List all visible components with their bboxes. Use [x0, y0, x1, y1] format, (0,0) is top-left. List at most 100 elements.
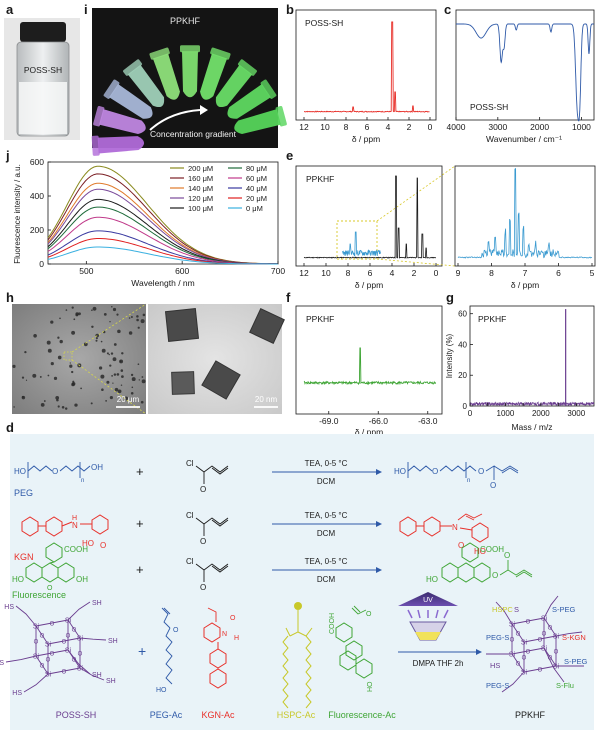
tube-liquid: [99, 109, 146, 135]
fluor-frame: [47, 161, 279, 265]
vial-cap: [20, 22, 66, 42]
legend-label: 160 μM: [188, 174, 213, 183]
cage-silicon: Si: [553, 664, 560, 671]
tem-crystal: [249, 308, 285, 344]
peg-brackets: [27, 462, 81, 478]
cage-bond: [511, 623, 525, 643]
flu-product-acrylate: [499, 560, 533, 578]
sem-particle: [65, 309, 68, 311]
panel-d: d HO O n OH PEG + Cl O TEA, 0-5 °C DCM H…: [0, 420, 594, 730]
conditions-bottom: DCM: [317, 575, 336, 584]
sem-particle: [71, 330, 76, 335]
panel-h: h 20 μm 20 nm: [6, 290, 285, 415]
peg-ac-o: O: [173, 627, 179, 634]
mass-xtick-label: 0: [468, 409, 473, 418]
cage-bond: [511, 653, 525, 673]
kgn-ac-h: H: [234, 635, 239, 642]
conditions-top: TEA, 0-5 °C: [305, 511, 348, 520]
poss-cage: OOOOOOOOOOOOSiSiSiSiSiSiSiSiHSSHSHHSSHHS…: [0, 600, 118, 697]
fluor-line: [47, 246, 278, 265]
sem-particle: [57, 336, 60, 339]
nmr-b-tick-label: 6: [365, 122, 370, 132]
nmr-f-frame: [295, 305, 443, 415]
cage-silicon: Si: [77, 636, 84, 643]
sem-particle: [119, 360, 122, 363]
sem-particle: [100, 374, 105, 379]
sem-scale-label: 20 μm: [117, 395, 140, 404]
sem-particle: [113, 373, 117, 376]
sem-zoom-box: [63, 351, 73, 361]
cage-arm: [543, 595, 559, 619]
sem-particle: [64, 407, 68, 410]
cage-silicon: Si: [33, 654, 40, 661]
sem-particle: [136, 315, 139, 318]
sem-particle: [137, 326, 140, 329]
peg-ac-chain: [165, 627, 173, 685]
tem-scale-label: 20 nm: [255, 395, 278, 404]
sem-particle: [114, 387, 119, 392]
product-s-kgn: S-KGN: [562, 633, 586, 642]
fluor-axis: 0 200 400 600 500 600 700: [30, 157, 286, 276]
sem-particle: [120, 384, 123, 386]
acryloyl-bonds: [195, 517, 229, 536]
sem-particle: [109, 364, 112, 367]
product-s-peg-right: S-PEG: [564, 657, 588, 666]
sem-particle: [47, 374, 50, 377]
fluor-ytick-label: 0: [39, 259, 44, 269]
fluor-ytick-label: 600: [30, 157, 44, 167]
reaction-arrow-head: [376, 469, 382, 475]
sem-particle: [71, 370, 74, 374]
sem-particle: [140, 400, 144, 404]
sem-particle: [140, 319, 145, 324]
nmr-e-zoom-axis: 9 8 7 6 5: [456, 263, 595, 278]
nmr-b-xlabel: δ / ppm: [352, 134, 380, 144]
tube: [123, 59, 165, 108]
sem-particle: [142, 313, 146, 317]
nmr-e-axis: 12 10 8 6 4 2 0: [299, 263, 439, 278]
peg-product-o3: O: [490, 481, 496, 490]
nmr-e-tick-label: 0: [434, 268, 439, 278]
final-reaction-arrow-head: [476, 649, 482, 655]
cage-oxygen: O: [66, 634, 71, 640]
peg-product-n: n: [467, 478, 470, 484]
mass-xtick-label: 1000: [497, 409, 515, 418]
final-conditions: DMPA THF 2h: [413, 659, 464, 668]
legend-label: 100 μM: [188, 204, 213, 213]
nmr-b-tick-label: 12: [299, 122, 309, 132]
cage-arm: [79, 637, 107, 641]
cage-bond: [523, 665, 557, 673]
peg-product-acrylate: [485, 465, 519, 480]
sem-particle: [106, 380, 110, 384]
flu-ac-ring-1: [335, 622, 353, 643]
tube-liquid: [152, 53, 180, 100]
sem-particle: [91, 325, 94, 329]
flu-o: O: [47, 585, 53, 592]
tube-cap: [260, 79, 277, 99]
cage-oxygen: O: [516, 632, 521, 638]
cage-oxygen: O: [46, 658, 51, 664]
cage-oxygen: O: [72, 628, 77, 634]
cage-bond: [523, 635, 557, 643]
tube-cap: [103, 79, 120, 99]
sem-particle: [57, 355, 62, 360]
zoom-line-top: [376, 165, 456, 222]
nmr-e-zoom-xlabel: δ / ppm: [511, 280, 539, 290]
kgn-product-ring-1: [399, 516, 417, 537]
hspc-tail: [282, 635, 289, 709]
reagent-o: O: [200, 537, 206, 546]
cage-silicon: Si: [553, 634, 560, 641]
tem-crystal: [164, 307, 200, 343]
mass-series: [469, 309, 595, 407]
flu-name: Fluorescence: [12, 590, 66, 600]
reagent-o: O: [200, 583, 206, 592]
scheme-background: [10, 434, 594, 730]
product-hspc: HSPC: [492, 605, 513, 614]
peg-product-chain: [407, 465, 477, 472]
nmr-e-zoom-tick-label: 5: [590, 268, 595, 278]
sem-particle: [47, 348, 52, 353]
sem-particle: [108, 353, 110, 356]
kgn-ac-vinyl: [207, 607, 217, 622]
cage-oxygen: O: [542, 632, 547, 638]
hspc-carbonyls: [285, 627, 313, 637]
sem-particle: [100, 340, 103, 343]
